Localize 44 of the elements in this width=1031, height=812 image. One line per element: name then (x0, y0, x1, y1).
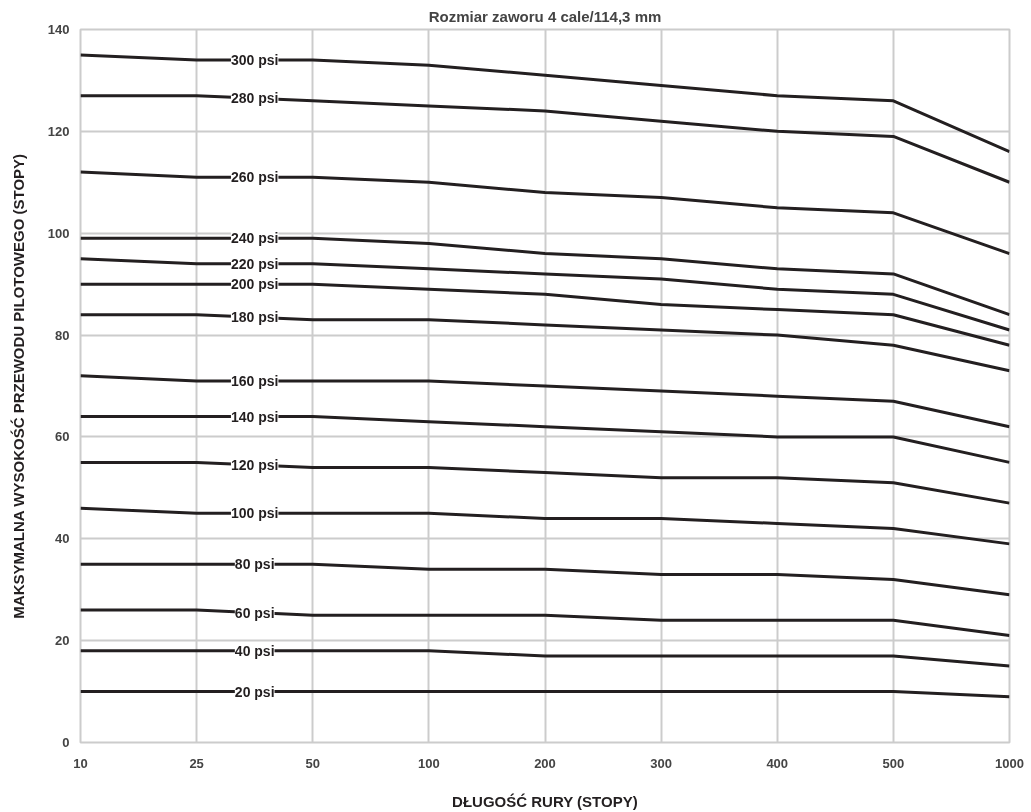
x-tick-label: 10 (73, 755, 88, 771)
x-tick-label: 300 (650, 755, 672, 771)
line-series (80, 506, 1010, 546)
series-label: 180 psi (230, 309, 279, 326)
series-label: 100 psi (230, 505, 279, 522)
series-label: 240 psi (230, 230, 279, 247)
line-series (80, 53, 1010, 154)
line-series (80, 608, 1010, 638)
series-label: 280 psi (230, 90, 279, 107)
y-tick-label: 80 (55, 327, 70, 343)
line-series (80, 313, 1010, 373)
line-series (80, 460, 1010, 505)
line-series (80, 257, 1010, 332)
series-label: 120 psi (230, 456, 279, 473)
x-tick-label: 100 (418, 755, 440, 771)
x-axis-title: DŁUGOŚĆ RURY (STOPY) (452, 792, 638, 810)
series-label: 60 psi (234, 604, 275, 621)
x-tick-label: 50 (305, 755, 320, 771)
x-tick-label: 25 (189, 755, 204, 771)
y-tick-label: 0 (62, 735, 70, 750)
x-tick-label: 1000 (995, 755, 1024, 771)
x-tick-label: 400 (766, 755, 789, 771)
series-label: 160 psi (230, 372, 279, 389)
y-tick-label: 60 (55, 429, 70, 445)
series-label: 220 psi (230, 255, 279, 272)
series-label: 140 psi (230, 408, 279, 425)
y-tick-label: 20 (55, 633, 70, 649)
x-tick-label: 200 (534, 755, 556, 771)
y-tick-label: 120 (47, 123, 70, 139)
series-label: 20 psi (234, 683, 275, 700)
x-tick-label: 500 (882, 755, 905, 771)
series-label: 260 psi (230, 169, 279, 186)
series-label: 40 psi (234, 642, 275, 659)
chart-title: Rozmiar zaworu 4 cale/114,3 mm (428, 7, 662, 25)
series-label: 300 psi (230, 52, 279, 69)
series-label: 80 psi (234, 556, 275, 573)
y-tick-label: 100 (47, 225, 70, 241)
line-series (80, 94, 1010, 184)
series-label: 200 psi (230, 276, 279, 293)
y-tick-label: 40 (55, 531, 70, 547)
y-tick-label: 140 (47, 22, 70, 37)
line-series (80, 170, 1010, 256)
line-series (80, 374, 1010, 429)
y-axis-title: MAKSYMALNA WYSOKOŚĆ PRZEWODU PILOTOWEGO (STOPY) (9, 153, 27, 619)
